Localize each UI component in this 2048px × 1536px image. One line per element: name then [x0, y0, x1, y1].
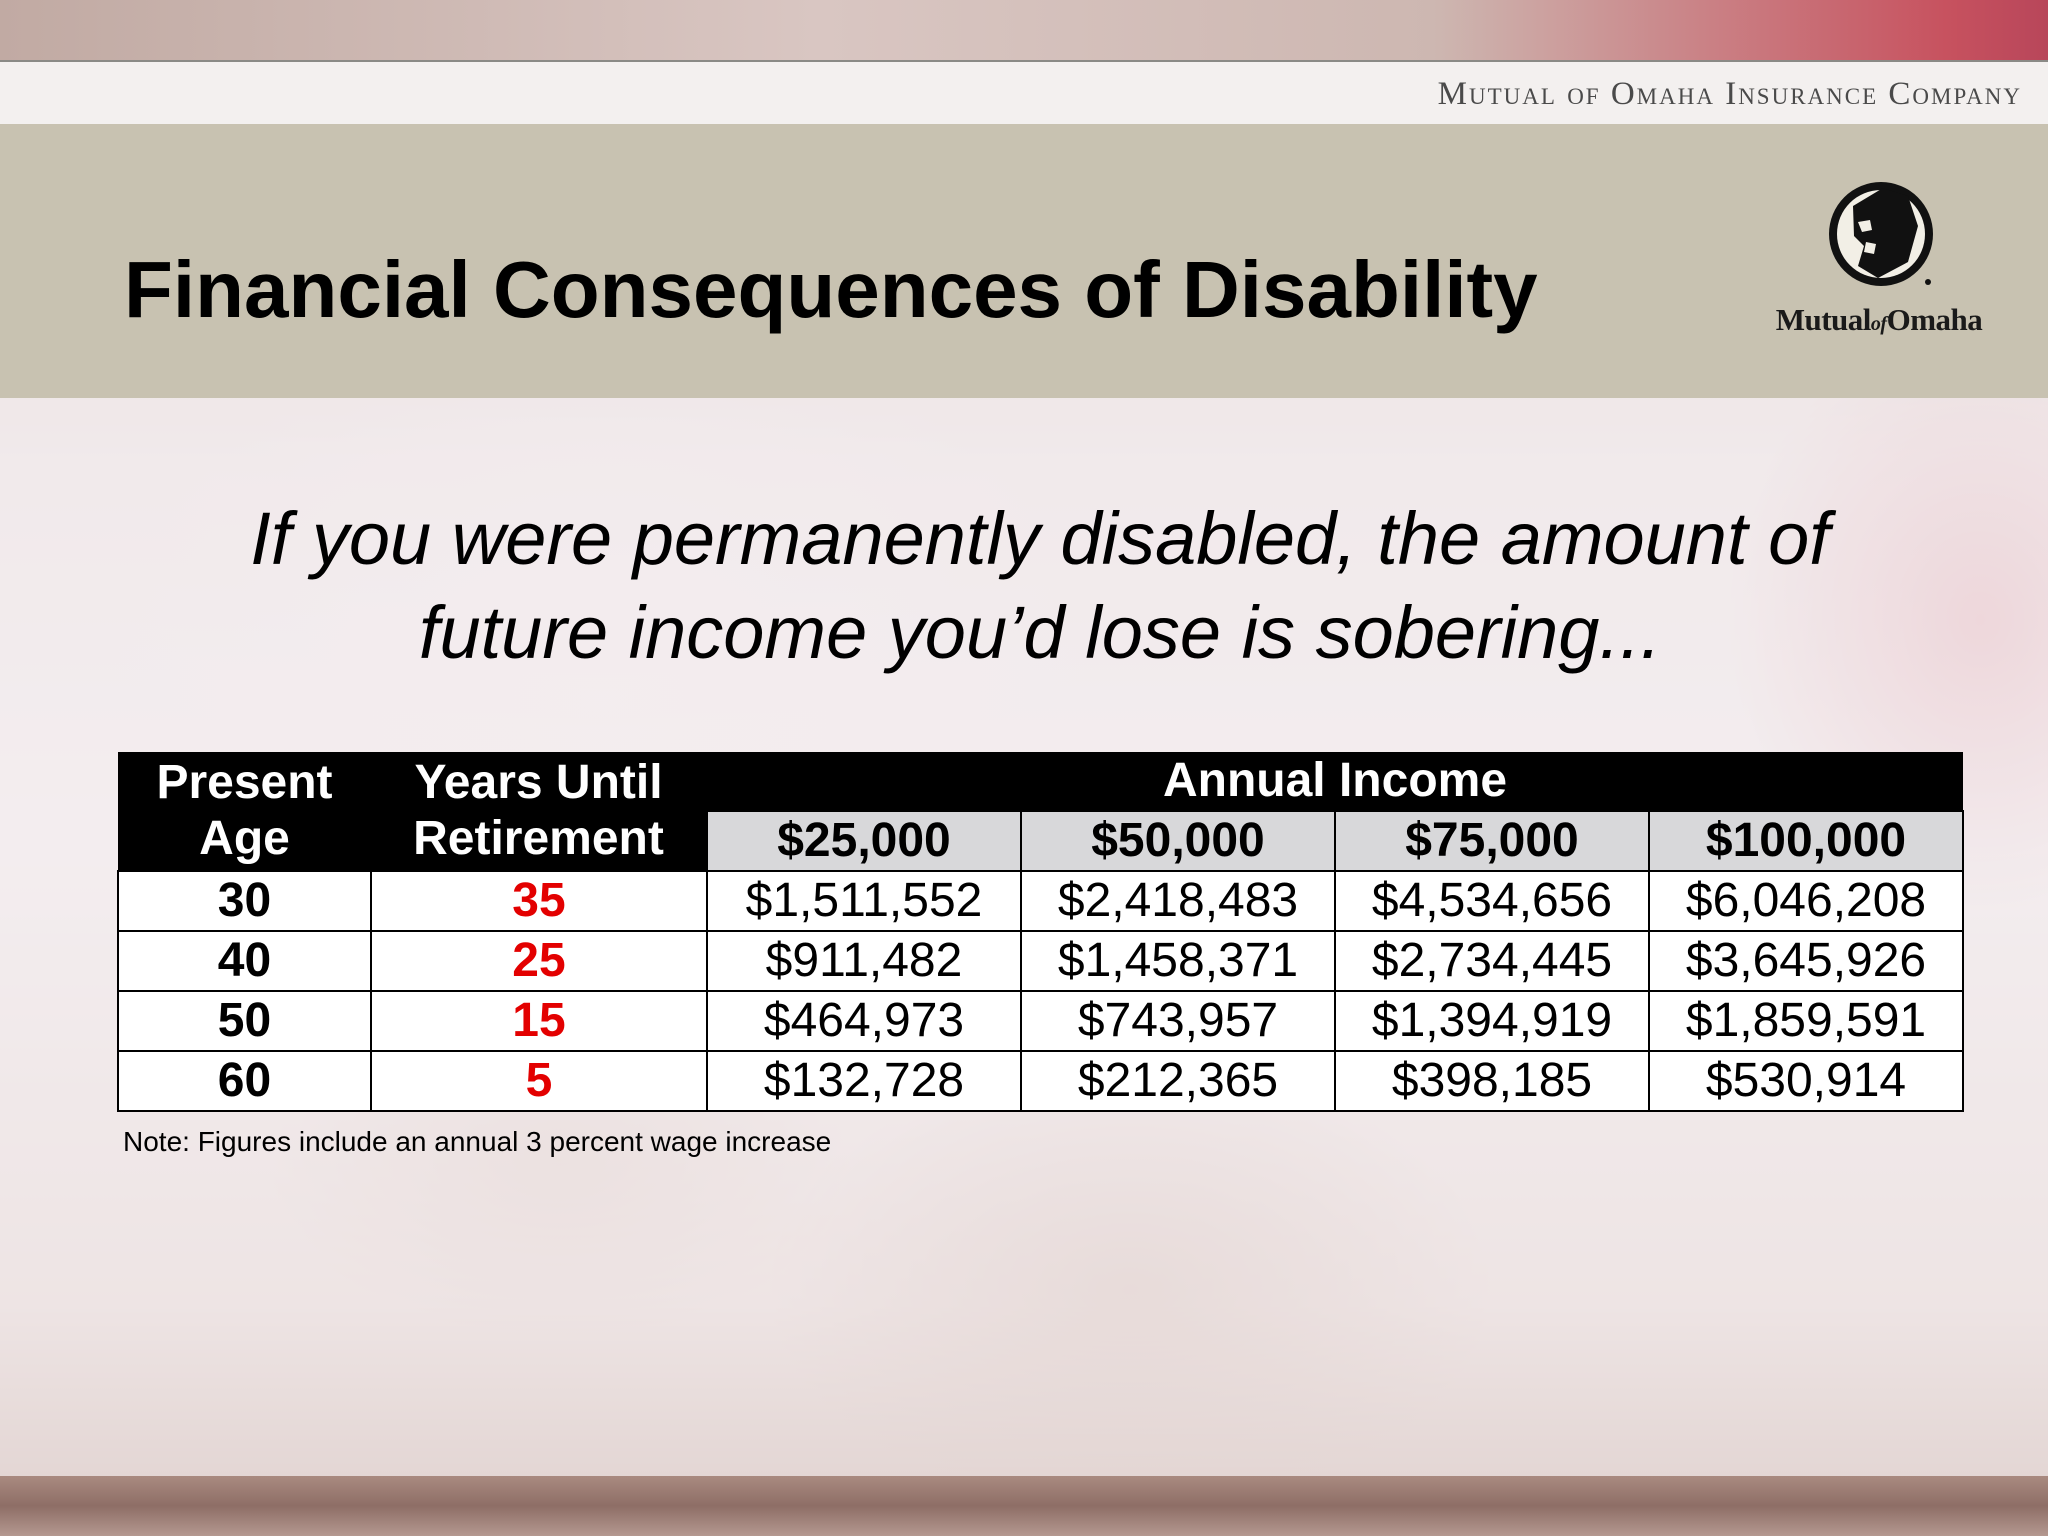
header-years-line-2: Retirement	[413, 812, 664, 865]
subtitle: If you were permanently disabled, the am…	[140, 492, 1940, 680]
company-bar: Mutual of Omaha Insurance Company	[0, 60, 2048, 126]
header-income-100000: $100,000	[1648, 810, 1964, 872]
table-row: 50 15 $464,973 $743,957 $1,394,919 $1,85…	[117, 990, 1964, 1052]
cell-value: $743,957	[1020, 990, 1336, 1052]
table-row: 60 5 $132,728 $212,365 $398,185 $530,914	[117, 1050, 1964, 1112]
cell-years: 5	[370, 1050, 708, 1112]
subtitle-line-1: If you were permanently disabled, the am…	[250, 497, 1830, 580]
header-present-age-line-2: Age	[199, 812, 290, 865]
logo-wordmark-right: Omaha	[1886, 302, 1983, 337]
logo-wordmark-of: of	[1870, 313, 1887, 335]
header-income-25000: $25,000	[706, 810, 1022, 872]
cell-value: $530,914	[1648, 1050, 1964, 1112]
cell-value: $1,458,371	[1020, 930, 1336, 992]
company-name: Mutual of Omaha Insurance Company	[1437, 76, 2022, 112]
header-present-age-line-1: Present	[156, 756, 333, 809]
cell-value: $1,394,919	[1334, 990, 1650, 1052]
bottom-photo-strip	[0, 1476, 2048, 1536]
cell-value: $398,185	[1334, 1050, 1650, 1112]
mutual-of-omaha-logo-icon	[1829, 182, 1933, 286]
income-loss-table: Present Age Years Until Retirement Annua…	[117, 752, 1964, 1112]
logo-wordmark-left: Mutual	[1775, 302, 1872, 337]
cell-years: 25	[370, 930, 708, 992]
table-row: 30 35 $1,511,552 $2,418,483 $4,534,656 $…	[117, 870, 1964, 932]
footnote: Note: Figures include an annual 3 percen…	[123, 1126, 832, 1157]
cell-years: 15	[370, 990, 708, 1052]
cell-years: 35	[370, 870, 708, 932]
logo-wordmark: MutualofOmaha	[1762, 302, 1996, 338]
header-years-until-retirement: Years Until Retirement	[371, 752, 707, 871]
cell-value: $3,645,926	[1648, 930, 1964, 992]
cell-age: 60	[117, 1050, 372, 1112]
cell-age: 50	[117, 990, 372, 1052]
cell-age: 30	[117, 870, 372, 932]
cell-value: $2,418,483	[1020, 870, 1336, 932]
cell-value: $6,046,208	[1648, 870, 1964, 932]
header-years-line-1: Years Until	[414, 756, 663, 809]
header-income-50000: $50,000	[1020, 810, 1336, 872]
cell-value: $1,859,591	[1648, 990, 1964, 1052]
cell-value: $1,511,552	[706, 870, 1022, 932]
title-band	[0, 124, 2048, 398]
table-row: 40 25 $911,482 $1,458,371 $2,734,445 $3,…	[117, 930, 1964, 992]
cell-value: $2,734,445	[1334, 930, 1650, 992]
cell-age: 40	[117, 930, 372, 992]
subtitle-line-2: future income you’d lose is sobering...	[418, 591, 1662, 674]
cell-value: $4,534,656	[1334, 870, 1650, 932]
header-income-75000: $75,000	[1334, 810, 1650, 872]
cell-value: $464,973	[706, 990, 1022, 1052]
page-title: Financial Consequences of Disability	[124, 245, 1538, 334]
cell-value: $212,365	[1020, 1050, 1336, 1112]
cell-value: $132,728	[706, 1050, 1022, 1112]
header-present-age: Present Age	[118, 752, 371, 871]
cell-value: $911,482	[706, 930, 1022, 992]
top-photo-strip	[0, 0, 2048, 60]
header-annual-income: Annual Income	[707, 752, 1963, 811]
